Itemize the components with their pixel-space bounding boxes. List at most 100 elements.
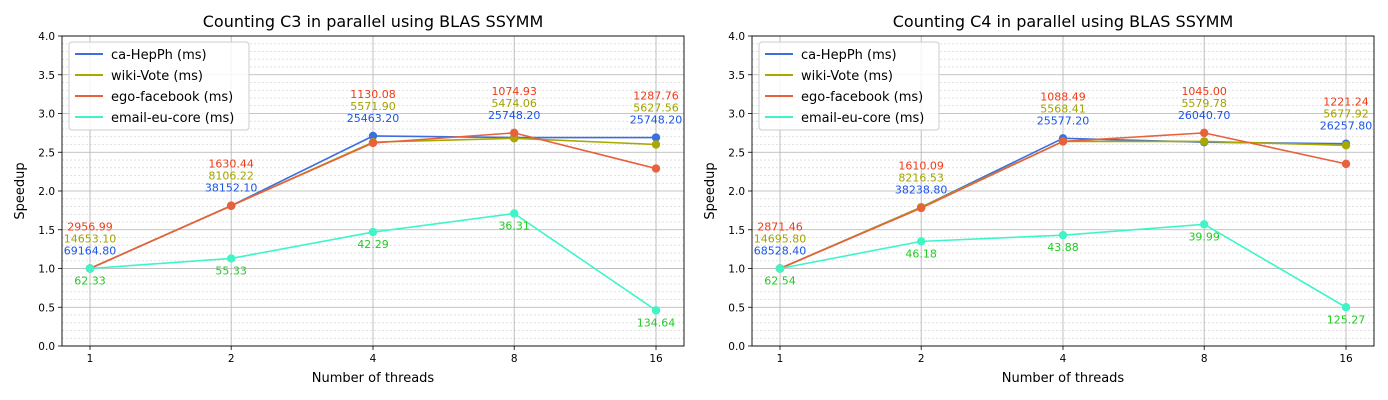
data-point-ca-HepPh	[651, 133, 661, 142]
data-label-wiki-Vote: 5579.78	[1181, 97, 1227, 110]
chart-c4: 0.0 0.5 1.0 1.5 2.0 2.5 3.0 3.5 4.0 1 2 4 8 16 68528.4…	[703, 12, 1375, 386]
data-label-ca-HepPh: 38152.10	[205, 182, 258, 195]
y-tick-label: 3.5	[38, 70, 55, 82]
data-label-ca-HepPh: 25577.20	[1037, 114, 1090, 127]
data-point-email-eu-core	[775, 264, 785, 273]
y-tick-label: 1.5	[728, 225, 745, 237]
data-point-ego-facebook	[368, 138, 378, 148]
data-label-ca-HepPh: 38238.80	[895, 183, 948, 196]
data-point-ego-facebook	[226, 201, 236, 210]
data-label-ca-HepPh: 26257.80	[1320, 120, 1373, 133]
data-label-ca-HepPh: 68528.40	[754, 245, 807, 258]
y-tick-label: 0.5	[38, 302, 55, 314]
y-tick-label: 2.0	[38, 186, 55, 198]
x-tick-label: 8	[511, 353, 518, 365]
data-point-ego-facebook	[916, 203, 926, 213]
y-tick-label: 0.5	[728, 302, 745, 314]
data-label-ego-facebook: 1074.93	[491, 85, 537, 98]
y-tick-label: 1.0	[728, 264, 745, 276]
data-point-wiki-Vote	[1341, 141, 1351, 150]
data-label-ego-facebook: 1130.08	[350, 88, 396, 101]
data-label-ca-HepPh: 25463.20	[347, 112, 400, 125]
legend-entry-ca-HepPh: ca-HepPh (ms)	[111, 48, 207, 63]
data-point-wiki-Vote	[1199, 137, 1209, 146]
data-label-email-eu-core: 46.18	[905, 247, 937, 260]
data-label-ca-HepPh: 25748.20	[488, 109, 541, 122]
x-tick-label: 2	[918, 353, 925, 365]
data-label-email-eu-core: 36.31	[498, 219, 530, 232]
legend-box	[758, 41, 940, 131]
data-label-wiki-Vote: 8106.22	[208, 170, 254, 183]
y-tick-label: 2.5	[728, 147, 745, 159]
data-label-email-eu-core: 55.33	[215, 264, 247, 277]
y-tick-label: 2.0	[728, 186, 745, 198]
x-tick-label: 16	[1339, 353, 1353, 365]
chart-title: Counting C4 in parallel using BLAS SSYMM	[893, 12, 1234, 31]
data-label-email-eu-core: 62.33	[74, 275, 106, 288]
plot-frame	[61, 35, 685, 347]
x-tick-label: 4	[370, 353, 377, 365]
legend-entry-ca-HepPh: ca-HepPh (ms)	[801, 48, 897, 63]
data-point-ego-facebook	[509, 128, 519, 138]
data-point-ego-facebook	[1199, 128, 1209, 138]
data-label-wiki-Vote: 5627.56	[633, 102, 679, 115]
y-tick-label: 1.0	[38, 264, 55, 276]
data-label-email-eu-core: 125.27	[1327, 313, 1366, 326]
data-point-email-eu-core	[226, 254, 236, 263]
data-point-ego-facebook	[1058, 137, 1068, 146]
x-tick-label: 2	[228, 353, 235, 365]
data-label-ego-facebook: 1610.09	[898, 159, 944, 172]
data-label-ca-HepPh: 25748.20	[630, 114, 683, 127]
data-point-email-eu-core	[368, 227, 378, 237]
y-tick-label: 1.5	[38, 225, 55, 237]
legend-entry-email-eu-core: email-eu-core (ms)	[801, 111, 924, 126]
y-tick-label: 4.0	[38, 31, 55, 43]
y-tick-label: 2.5	[38, 147, 55, 159]
x-tick-label: 8	[1201, 353, 1208, 365]
data-label-wiki-Vote: 5571.90	[350, 100, 396, 113]
y-tick-label: 3.0	[38, 109, 55, 121]
data-label-ego-facebook: 1287.76	[633, 90, 679, 103]
y-axis-label: Speedup	[703, 162, 718, 219]
data-label-ego-facebook: 1045.00	[1181, 85, 1227, 98]
y-tick-label: 3.0	[728, 109, 745, 121]
data-label-email-eu-core: 62.54	[764, 275, 796, 288]
data-point-email-eu-core	[1341, 303, 1351, 312]
data-point-ego-facebook	[651, 164, 661, 173]
data-label-email-eu-core: 39.99	[1188, 230, 1220, 243]
data-label-wiki-Vote: 14695.80	[754, 233, 807, 246]
data-label-wiki-Vote: 5568.41	[1040, 102, 1086, 115]
data-label-ca-HepPh: 26040.70	[1178, 109, 1231, 122]
legend-box	[68, 41, 250, 131]
data-label-email-eu-core: 43.88	[1047, 241, 1079, 254]
x-tick-label: 16	[649, 353, 663, 365]
data-point-email-eu-core	[916, 237, 926, 246]
data-label-ego-facebook: 2956.99	[67, 221, 113, 234]
data-label-ego-facebook: 1221.24	[1323, 96, 1369, 109]
y-tick-label: 4.0	[728, 31, 745, 43]
data-label-ca-HepPh: 69164.80	[64, 245, 117, 258]
data-point-email-eu-core	[509, 209, 519, 218]
legend-entry-wiki-Vote: wiki-Vote (ms)	[111, 69, 203, 84]
x-tick-label: 4	[1060, 353, 1067, 365]
data-point-email-eu-core	[85, 264, 95, 273]
data-point-ca-HepPh	[368, 131, 378, 141]
legend-entry-ego-facebook: ego-facebook (ms)	[801, 90, 923, 105]
data-label-ego-facebook: 1630.44	[208, 158, 254, 171]
x-axis-label: Number of threads	[1002, 371, 1125, 386]
legend-entry-ego-facebook: ego-facebook (ms)	[111, 90, 233, 105]
y-tick-label: 0.0	[38, 341, 55, 353]
y-tick-label: 0.0	[728, 341, 745, 353]
data-point-email-eu-core	[651, 306, 661, 315]
data-point-ego-facebook	[1341, 159, 1351, 169]
chart-c3: 0.0 0.5 1.0 1.5 2.0 2.5 3.0 3.5 4.0 1 2 4 8 16 69164.8…	[13, 12, 685, 386]
data-label-wiki-Vote: 14653.10	[64, 233, 117, 246]
data-label-email-eu-core: 134.64	[637, 316, 676, 329]
data-label-wiki-Vote: 8216.53	[898, 171, 944, 184]
chart-title: Counting C3 in parallel using BLAS SSYMM	[203, 12, 544, 31]
data-label-wiki-Vote: 5677.92	[1323, 108, 1369, 121]
x-axis-label: Number of threads	[312, 371, 435, 386]
data-point-wiki-Vote	[651, 140, 661, 149]
plot-frame	[751, 35, 1375, 347]
